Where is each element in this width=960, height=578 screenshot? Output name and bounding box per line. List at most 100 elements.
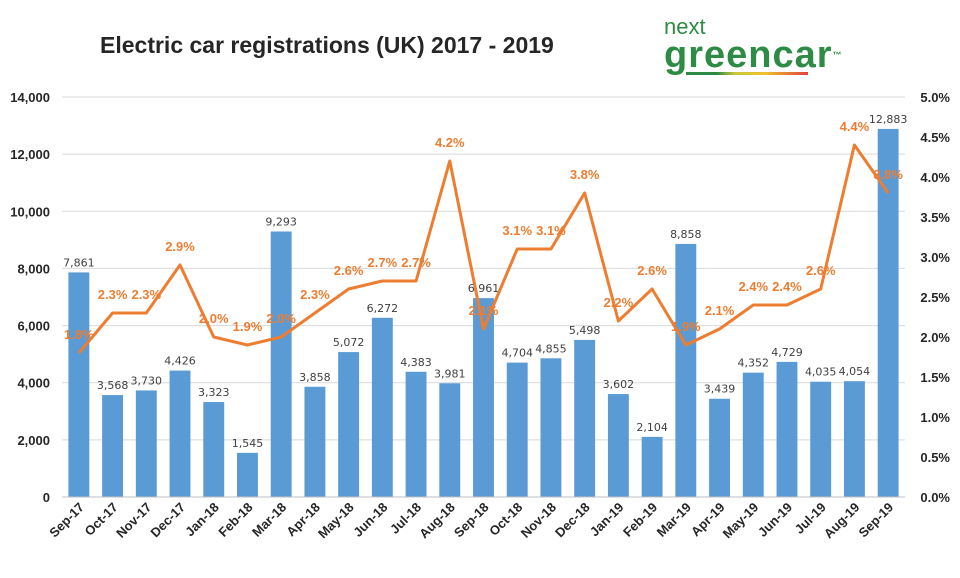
bar-data-label: 4,704 (501, 347, 533, 360)
line-series (77, 143, 890, 354)
right-axis-tick-label: 0.0% (920, 490, 950, 505)
x-axis-tick-label: Jan-18 (182, 500, 222, 540)
bar-data-label: 3,981 (434, 367, 466, 380)
logo-line1: next (664, 14, 706, 39)
line-data-label: 2.3% (131, 287, 161, 302)
line-data-label: 1.9% (233, 319, 263, 334)
logo-underline (686, 72, 808, 75)
line-data-label: 2.2% (604, 295, 634, 310)
bar-data-label: 3,858 (299, 371, 331, 384)
bar-data-label: 9,293 (265, 215, 297, 228)
line-data-label: 1.9% (671, 319, 701, 334)
bar-data-label: 4,035 (805, 366, 837, 379)
x-axis-tick-label: Dec-17 (147, 500, 188, 541)
right-axis-tick-label: 4.5% (920, 130, 950, 145)
right-axis-tick-label: 4.0% (920, 170, 950, 185)
bar-data-label: 4,054 (839, 365, 871, 378)
bar-data-label: 4,855 (535, 342, 567, 355)
line-data-label: 2.1% (705, 303, 735, 318)
bar-data-label: 2,104 (636, 421, 668, 434)
bar (270, 231, 292, 497)
bar (675, 243, 697, 497)
bar (237, 452, 258, 497)
bar (574, 339, 596, 497)
bar (405, 371, 427, 497)
bar (304, 386, 326, 497)
bar-data-label: 3,439 (704, 383, 736, 396)
next-greencar-logo: next greencar™ (664, 16, 843, 75)
line-data-label: 2.1% (469, 303, 499, 318)
line-data-label: 2.0% (199, 311, 229, 326)
x-axis-tick-label: Jun-18 (350, 500, 390, 540)
line-data-label: 2.6% (637, 263, 667, 278)
line-data-label: 4.4% (840, 119, 870, 134)
left-axis-tick-label: 0 (43, 490, 50, 505)
bar (776, 361, 798, 497)
bar-data-label: 4,352 (738, 357, 770, 370)
x-axis-tick-label: Jun-19 (755, 500, 795, 540)
bar-data-label: 3,730 (131, 374, 163, 387)
right-axis-tick-label: 3.5% (920, 210, 950, 225)
bar-data-label: 4,383 (400, 356, 432, 369)
line-data-label: 2.3% (98, 287, 128, 302)
bar-data-label: 3,323 (198, 386, 230, 399)
line-data-label: 3.1% (536, 223, 566, 238)
x-axis-tick-label: May-18 (315, 500, 357, 542)
bar-data-label: 5,072 (333, 336, 365, 349)
line-data-label: 2.0% (266, 311, 296, 326)
bar (607, 394, 629, 497)
bar (68, 272, 90, 497)
x-axis-tick-label: Nov-17 (113, 500, 154, 541)
right-axis-tick-label: 0.5% (920, 450, 950, 465)
bar-data-label: 1,545 (232, 437, 264, 450)
bar-data-label: 12,883 (869, 113, 908, 126)
bar-data-label: 3,602 (603, 378, 635, 391)
bar-data-label: 6,961 (468, 282, 500, 295)
bar-data-label: 4,426 (164, 355, 196, 368)
bar-data-label: 7,861 (63, 256, 95, 269)
bar (877, 128, 899, 497)
bar (169, 370, 191, 497)
right-axis-tick-label: 1.5% (920, 370, 950, 385)
logo-line2: greencar (664, 34, 833, 76)
bar-data-label: 6,272 (367, 302, 399, 315)
bar (135, 390, 157, 497)
bar-data-label: 8,858 (670, 228, 702, 241)
line-data-label: 2.7% (368, 255, 398, 270)
x-axis-tick-label: Sep-18 (451, 500, 492, 541)
left-axis-tick-label: 12,000 (10, 147, 50, 162)
bar (203, 402, 225, 497)
line-data-label: 4.2% (435, 135, 465, 150)
left-axis-tick-label: 2,000 (17, 433, 50, 448)
bar (102, 395, 124, 497)
x-axis-tick-label: Aug-19 (821, 500, 863, 542)
left-axis-tick-label: 6,000 (17, 319, 50, 334)
line-data-label: 2.4% (738, 279, 768, 294)
bar (338, 352, 360, 497)
right-axis-tick-label: 5.0% (920, 90, 950, 105)
x-axis-tick-label: Dec-18 (552, 500, 593, 541)
left-axis-tick-label: 4,000 (17, 376, 50, 391)
bar (641, 436, 663, 497)
x-axis-tick-label: Aug-18 (416, 500, 458, 542)
line-data-label: 3.8% (570, 167, 600, 182)
right-axis-tick-label: 2.0% (920, 330, 950, 345)
line-data-label: 3.1% (502, 223, 532, 238)
bar (540, 358, 562, 497)
x-axis-tick-label: Jan-19 (587, 500, 627, 540)
bar (371, 317, 393, 497)
chart-title: Electric car registrations (UK) 2017 - 2… (100, 32, 554, 58)
bar (742, 372, 764, 497)
bar (810, 381, 832, 497)
line-data-label: 2.7% (401, 255, 431, 270)
x-axis-tick-label: Nov-18 (518, 500, 559, 541)
x-axis-tick-label: Sep-19 (856, 500, 897, 541)
x-axis-tick-label: Mar-18 (249, 500, 289, 540)
bar (439, 383, 461, 497)
line-data-label: 2.3% (300, 287, 330, 302)
x-axis-tick-label: Feb-18 (215, 500, 255, 540)
bar (843, 381, 865, 497)
right-axis-tick-label: 2.5% (920, 290, 950, 305)
right-axis-tick-label: 1.0% (920, 410, 950, 425)
line-data-label: 3.8% (873, 167, 903, 182)
